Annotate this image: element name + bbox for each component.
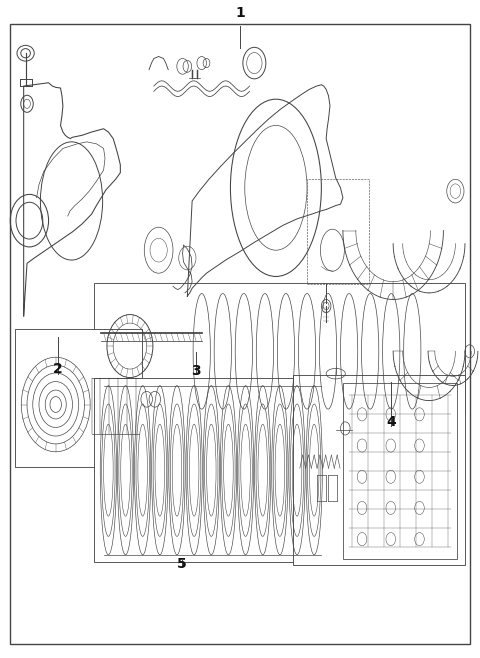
Text: 5: 5 <box>177 557 187 570</box>
Text: 2: 2 <box>53 363 63 376</box>
Text: 3: 3 <box>191 365 201 378</box>
FancyBboxPatch shape <box>15 329 142 467</box>
Text: 4: 4 <box>386 415 396 429</box>
FancyBboxPatch shape <box>94 283 465 415</box>
FancyBboxPatch shape <box>293 375 465 565</box>
Text: 1: 1 <box>235 7 245 20</box>
FancyBboxPatch shape <box>94 378 328 562</box>
